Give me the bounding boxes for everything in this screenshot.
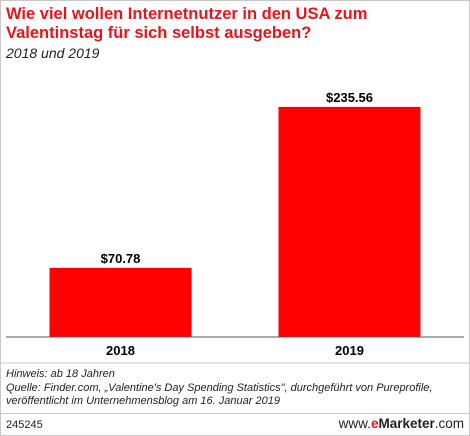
brand-suffix: .com (434, 416, 464, 431)
source-text-line-1: Quelle: Finder.com, „Valentine's Day Spe… (6, 381, 433, 394)
brand-name: Marketer (378, 416, 435, 431)
source-text-line-2: veröffentlicht im Unternehmensblog am 16… (6, 395, 280, 407)
footer-divider (0, 413, 470, 414)
bar-2019 (278, 106, 421, 337)
brand-link[interactable]: www.eMarketer.com (339, 416, 464, 431)
brand-prefix: www. (338, 416, 371, 431)
data-label-2019: $235.56 (326, 90, 373, 105)
chart-subtitle: 2018 und 2019 (6, 45, 100, 61)
chart-notes: Hinweis: ab 18 Jahren Quelle: Finder.com… (6, 368, 464, 409)
chart-title: Wie viel wollen Internetnutzer in den US… (6, 5, 368, 42)
brand-e: e (370, 416, 379, 431)
x-tick-label-2019: 2019 (335, 343, 364, 358)
bar-2018 (49, 267, 192, 337)
bar-chart: $70.78 2018 $235.56 2019 (0, 90, 470, 364)
note-text: Hinweis: ab 18 Jahren (6, 368, 115, 380)
chart-id: 245245 (6, 419, 43, 431)
data-label-2018: $70.78 (101, 251, 141, 266)
x-tick-label-2018: 2018 (106, 343, 135, 358)
